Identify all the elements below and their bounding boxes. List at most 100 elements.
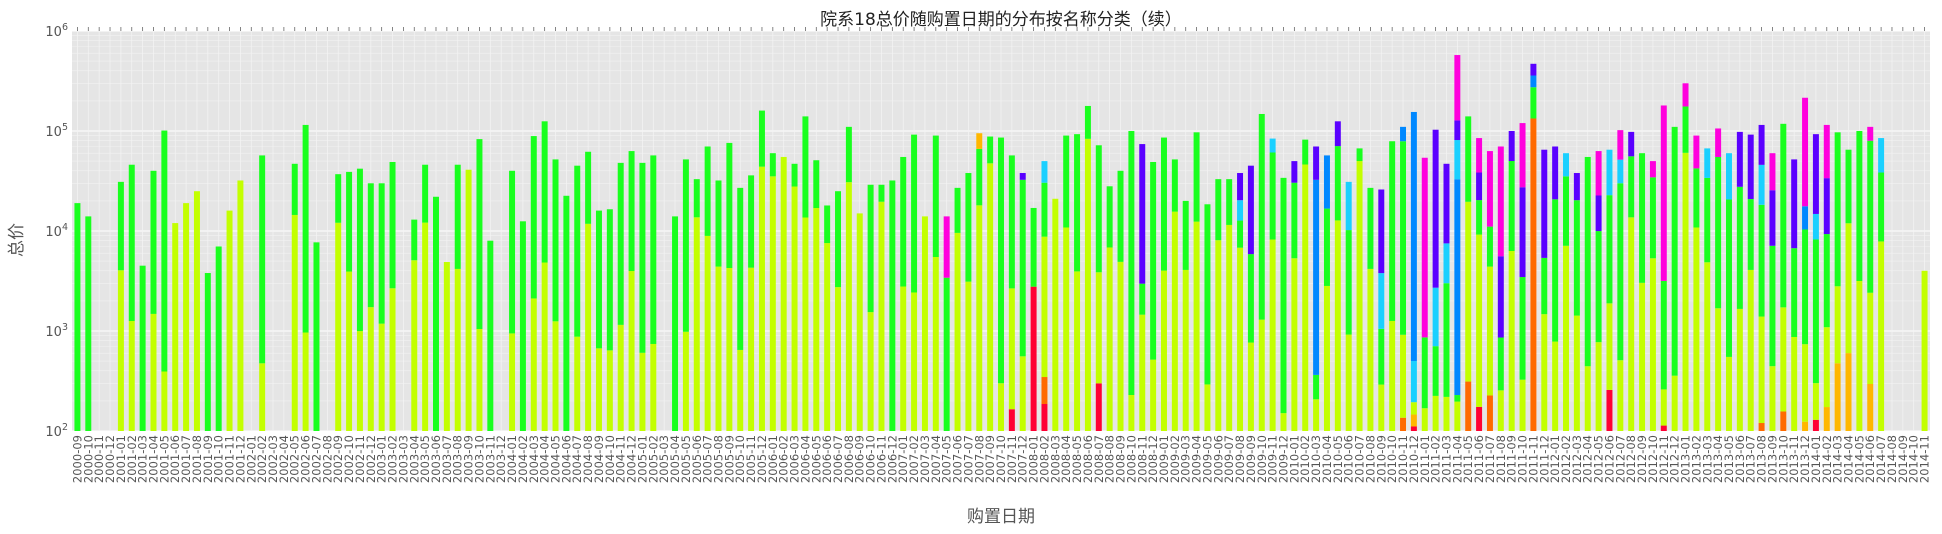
x-tick-label: 2009-12 xyxy=(1277,435,1291,483)
bar-segment xyxy=(595,210,602,349)
bar-segment xyxy=(1584,366,1591,431)
x-tick-label: 2001-10 xyxy=(212,435,226,483)
bar-segment xyxy=(128,321,135,431)
x-tick-label: 2010-12 xyxy=(1407,435,1421,483)
bar-segment xyxy=(769,176,776,431)
bar-2007-06 xyxy=(954,187,961,431)
bar-segment xyxy=(1486,395,1493,431)
bar-2005-06 xyxy=(693,179,700,431)
bar-segment xyxy=(1258,113,1265,320)
bar-2013-08 xyxy=(1758,124,1765,431)
bar-segment xyxy=(346,271,353,431)
bar-segment xyxy=(1508,131,1515,161)
bar-segment xyxy=(1247,165,1254,255)
x-tick-label: 2008-12 xyxy=(1146,435,1160,483)
bar-segment xyxy=(291,163,298,215)
bar-2005-12 xyxy=(758,110,765,431)
bar-segment xyxy=(1226,224,1233,431)
bar-segment xyxy=(1465,201,1472,382)
y-tick-label: 102 xyxy=(45,422,68,440)
x-tick-label: 2011-04 xyxy=(1450,435,1464,483)
bar-segment xyxy=(74,203,81,431)
bar-segment xyxy=(1758,423,1765,431)
x-tick-label: 2005-07 xyxy=(701,435,715,483)
bar-segment xyxy=(650,155,657,344)
bar-segment xyxy=(1454,179,1461,396)
bar-segment xyxy=(1802,97,1809,207)
x-tick-label: 2002-01 xyxy=(244,435,258,483)
bar-segment xyxy=(1476,406,1483,431)
bar-segment xyxy=(487,240,494,431)
x-tick-label: 2009-01 xyxy=(1157,435,1171,483)
bar-2004-10 xyxy=(606,209,613,431)
bar-segment xyxy=(1139,144,1146,284)
bar-segment xyxy=(1367,268,1374,431)
bar-segment xyxy=(1476,234,1483,407)
bar-segment xyxy=(1497,146,1504,257)
bar-segment xyxy=(530,298,537,431)
bar-segment xyxy=(335,222,342,431)
bar-segment xyxy=(1313,146,1320,180)
bar-segment xyxy=(541,121,548,263)
x-tick-label: 2003-06 xyxy=(429,435,443,483)
bar-segment xyxy=(1106,186,1113,248)
bar-segment xyxy=(1421,157,1428,338)
bar-segment xyxy=(1019,179,1026,357)
bar-segment xyxy=(1693,227,1700,431)
x-tick-label: 2001-02 xyxy=(125,435,139,483)
bar-2003-09 xyxy=(465,169,472,431)
x-tick-label: 2008-09 xyxy=(1114,435,1128,483)
x-tick-label: 2011-05 xyxy=(1461,435,1475,483)
bar-segment xyxy=(878,184,885,202)
bar-segment xyxy=(769,153,776,177)
x-tick-label: 2014-11 xyxy=(1918,435,1932,483)
bar-segment xyxy=(1171,159,1178,212)
bar-segment xyxy=(1769,153,1776,191)
bar-segment xyxy=(1519,187,1526,278)
bar-2010-01 xyxy=(1291,161,1298,431)
bar-segment xyxy=(1432,346,1439,396)
bar-segment xyxy=(1595,342,1602,431)
bar-segment xyxy=(1606,389,1613,431)
bar-segment xyxy=(1563,176,1569,246)
bar-segment xyxy=(1812,134,1819,214)
x-tick-label: 2004-03 xyxy=(527,435,541,483)
bar-2009-02 xyxy=(1171,159,1178,431)
bar-segment xyxy=(1432,395,1439,431)
bar-2001-03 xyxy=(139,265,146,431)
bar-segment xyxy=(1302,139,1309,165)
bar-2014-11 xyxy=(1921,270,1928,431)
bar-segment xyxy=(1247,342,1254,431)
bar-segment xyxy=(1421,337,1428,409)
bar-2010-02 xyxy=(1302,139,1309,432)
bar-segment xyxy=(161,371,168,431)
x-tick-label: 2012-11 xyxy=(1657,435,1671,483)
bar-segment xyxy=(595,348,602,431)
x-tick-label: 2008-04 xyxy=(1059,435,1073,483)
y-tick-label: 104 xyxy=(45,222,68,240)
x-tick-label: 2001-09 xyxy=(201,435,215,483)
bar-segment xyxy=(1704,177,1711,263)
x-tick-label: 2007-06 xyxy=(951,435,965,483)
bar-segment xyxy=(1084,105,1091,139)
bar-segment xyxy=(1356,148,1363,162)
bar-segment xyxy=(791,163,798,187)
bar-2007-11 xyxy=(1008,155,1015,431)
x-tick-label: 2004-06 xyxy=(559,435,573,483)
x-tick-label: 2010-05 xyxy=(1331,435,1345,483)
x-tick-label: 2012-10 xyxy=(1646,435,1660,483)
x-tick-label: 2012-05 xyxy=(1592,435,1606,483)
x-tick-label: 2011-06 xyxy=(1472,435,1486,483)
bar-segment xyxy=(965,173,972,282)
x-tick-label: 2009-06 xyxy=(1211,435,1225,483)
bar-2012-04 xyxy=(1584,156,1591,431)
bar-segment xyxy=(1160,137,1167,271)
x-tick-label: 2002-08 xyxy=(320,435,334,483)
x-tick-labels: 2000-092000-102000-112000-122001-012001-… xyxy=(70,435,1931,483)
bar-segment xyxy=(1508,161,1515,251)
x-tick-label: 2008-10 xyxy=(1124,435,1138,483)
x-tick-label: 2005-05 xyxy=(679,435,693,483)
bar-segment xyxy=(1747,269,1754,431)
bar-segment xyxy=(1258,319,1265,431)
bar-2007-07 xyxy=(965,173,972,431)
